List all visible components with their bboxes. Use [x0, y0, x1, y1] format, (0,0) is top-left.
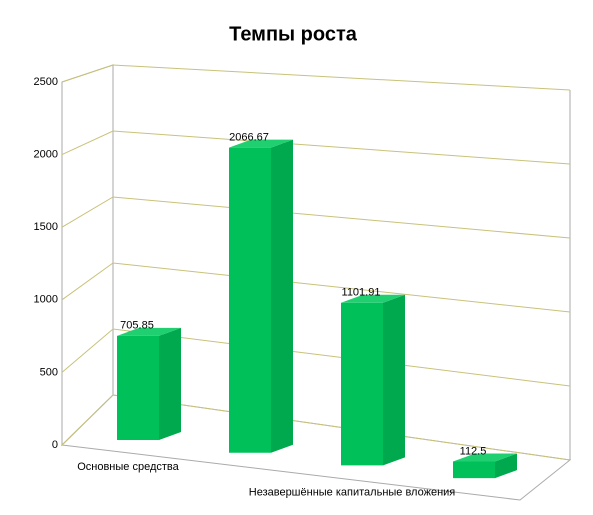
- bar-front: [229, 147, 271, 453]
- y-tick-label: 2000: [34, 149, 58, 161]
- bar-front: [341, 302, 383, 466]
- value-label: 112.5: [460, 445, 487, 457]
- bar-side: [495, 453, 517, 479]
- side-wall: [61, 64, 114, 447]
- bar: [453, 453, 517, 479]
- bar-top: [229, 139, 293, 148]
- x-tick-label: Незавершённые капитальные вложения: [249, 486, 456, 498]
- grid-line: [61, 196, 571, 239]
- grid-line: [61, 394, 571, 461]
- bar-front: [453, 461, 495, 479]
- value-label: 705.85: [120, 320, 154, 332]
- grid-line: [61, 130, 571, 165]
- y-tick-label: 2500: [34, 76, 58, 88]
- bar: [229, 139, 293, 453]
- bar-top: [341, 294, 405, 303]
- bar: [341, 294, 405, 466]
- bar-side: [159, 327, 181, 440]
- y-tick-label: 1500: [34, 221, 58, 233]
- chart-title: Темпы роста: [229, 23, 358, 45]
- value-label: 1101.91: [342, 287, 381, 299]
- grid-line: [61, 64, 571, 91]
- grid-line: [61, 328, 571, 387]
- bar-top: [453, 453, 517, 462]
- bar: [117, 327, 181, 440]
- bar-top: [117, 327, 181, 336]
- bar-side: [271, 139, 293, 453]
- y-tick-label: 1000: [34, 294, 58, 306]
- x-tick-label: Основные средства: [77, 461, 179, 473]
- bar-side: [383, 294, 405, 466]
- y-tick-label: 0: [52, 439, 58, 451]
- y-tick-label: 500: [40, 366, 58, 378]
- bar-front: [117, 335, 159, 440]
- value-label: 2066.67: [229, 132, 269, 144]
- grid-line: [61, 262, 571, 313]
